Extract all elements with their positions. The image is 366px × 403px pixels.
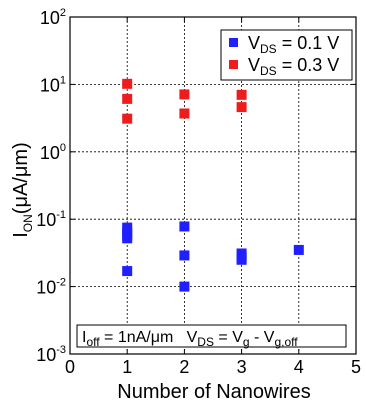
y-label-main: I (10, 232, 32, 238)
x-tick-label: 1 (122, 357, 132, 377)
y-label-sub: ON (21, 214, 35, 232)
y-tick-label: 10-3 (36, 344, 66, 365)
data-point-series-0 (122, 266, 133, 277)
data-point-series-1 (122, 113, 133, 124)
y-tick-label: 10-1 (36, 209, 66, 230)
data-point-series-1 (122, 93, 133, 104)
legend-box (220, 29, 353, 81)
data-point-series-0 (293, 244, 304, 255)
legend-marker-vds-0.1 (229, 38, 238, 47)
plot-frame (69, 16, 357, 355)
x-tick-labels: 0 1 2 3 4 5 (65, 357, 361, 377)
legend-label-vds-0.1: VDS = 0.1 V (248, 33, 339, 56)
x-tick-label: 0 (65, 357, 75, 377)
data-point-series-0 (122, 233, 133, 244)
y-tick-label: 102 (40, 7, 66, 28)
x-tick-label: 5 (351, 357, 361, 377)
data-point-series-0 (179, 281, 190, 292)
x-axis-label: Number of Nanowires (117, 381, 310, 403)
data-point-series-0 (179, 221, 190, 232)
data-points (122, 78, 304, 292)
y-tick-labels: 10-3 10-2 10-1 100 101 102 (36, 7, 66, 365)
data-point-series-1 (179, 108, 190, 119)
x-tick-label: 3 (237, 357, 247, 377)
y-tick-label: 100 (40, 142, 66, 163)
y-label-rest: (μA/μm) (10, 142, 32, 214)
x-tick-label: 4 (294, 357, 304, 377)
y-tick-label: 10-2 (36, 277, 66, 298)
data-point-series-1 (236, 102, 247, 113)
data-point-series-1 (122, 78, 133, 89)
data-point-series-0 (236, 254, 247, 265)
legend: VDS = 0.1 V VDS = 0.3 V (220, 29, 353, 81)
annotation: Ioff = 1nA/μm VDS = Vg - Vg,off (76, 324, 347, 349)
data-point-series-0 (179, 250, 190, 261)
annotation-text: Ioff = 1nA/μm VDS = Vg - Vg,off (82, 329, 298, 349)
legend-marker-vds-0.3 (229, 60, 238, 69)
data-point-series-1 (179, 89, 190, 100)
x-tick-label: 2 (179, 357, 189, 377)
data-point-series-1 (236, 89, 247, 100)
y-axis-label: ION(μA/μm) (10, 142, 35, 238)
y-tick-label: 101 (40, 74, 66, 95)
legend-label-vds-0.3: VDS = 0.3 V (248, 55, 339, 78)
tick-marks (69, 16, 357, 355)
annotation-box (76, 324, 347, 348)
